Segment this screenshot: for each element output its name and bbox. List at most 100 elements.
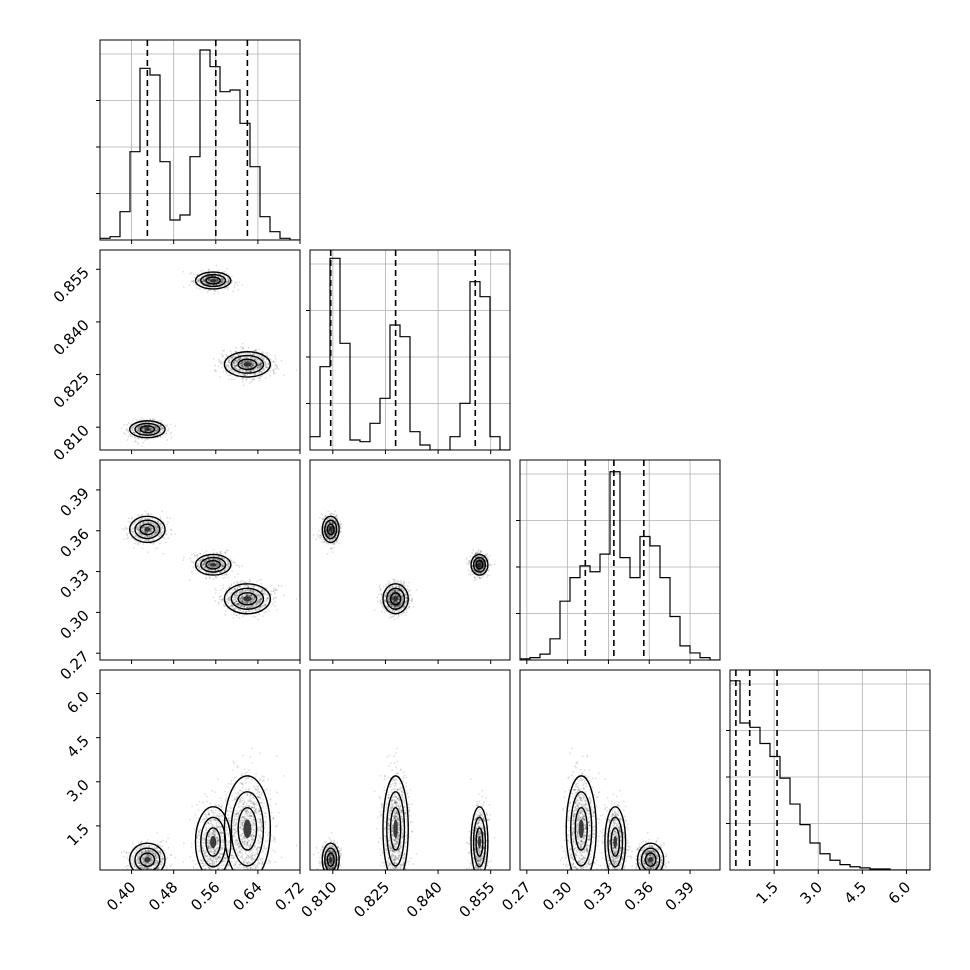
sample-point <box>228 359 231 362</box>
sample-point <box>225 574 228 576</box>
sample-point <box>207 572 210 574</box>
sample-point <box>205 577 208 580</box>
sample-point <box>201 564 204 567</box>
sample-point <box>213 569 216 572</box>
sample-point <box>157 428 160 431</box>
sample-point <box>208 568 211 571</box>
sample-point <box>123 538 125 541</box>
sample-point <box>219 273 222 276</box>
tick-label-y: 0.30 <box>56 606 92 642</box>
sample-point <box>138 531 141 534</box>
sample-point <box>130 529 133 531</box>
sample-point <box>210 566 213 569</box>
sample-point <box>206 275 209 278</box>
sample-point <box>202 563 205 565</box>
sample-point <box>147 426 149 429</box>
sample-point <box>161 525 164 527</box>
sample-point <box>167 521 170 523</box>
sample-point <box>241 365 244 368</box>
sample-point <box>257 368 259 371</box>
sample-point <box>142 441 145 444</box>
contour-level <box>200 273 227 288</box>
sample-point <box>157 428 160 431</box>
sample-point <box>266 366 269 369</box>
sample-point <box>229 369 232 372</box>
sample-point <box>232 361 235 364</box>
sample-point <box>134 535 136 538</box>
sample-point <box>243 373 246 376</box>
sample-point <box>159 436 162 438</box>
sample-point <box>241 565 244 568</box>
sample-point <box>236 602 239 605</box>
sample-point <box>130 516 133 519</box>
sample-point <box>209 289 211 292</box>
sample-point <box>217 601 220 604</box>
sample-point <box>137 524 140 527</box>
sample-point <box>154 429 157 432</box>
sample-point <box>208 563 210 566</box>
sample-point <box>240 364 243 367</box>
sample-point <box>221 565 224 567</box>
sample-point <box>134 424 136 427</box>
sample-point <box>194 273 197 276</box>
sample-point <box>225 282 228 285</box>
sample-point <box>199 559 201 562</box>
sample-point <box>131 429 134 431</box>
tick-label-y: 0.840 <box>50 316 93 359</box>
sample-point <box>241 363 244 366</box>
sample-point <box>145 531 148 534</box>
sample-point <box>219 360 222 363</box>
tick-label-y: 0.27 <box>56 647 92 683</box>
sample-point <box>160 431 162 434</box>
sample-point <box>241 589 244 592</box>
sample-point <box>145 438 148 441</box>
sample-point <box>213 292 215 295</box>
sample-point <box>156 427 159 430</box>
sample-point <box>150 528 153 531</box>
sample-point <box>160 424 163 427</box>
sample-point <box>218 282 221 285</box>
sample-point <box>220 279 223 282</box>
sample-point <box>232 598 234 601</box>
sample-point <box>128 517 130 519</box>
sample-point <box>258 366 261 369</box>
sample-point <box>150 526 152 528</box>
sample-point <box>139 532 141 535</box>
sample-point <box>151 521 154 524</box>
sample-point <box>170 529 173 531</box>
sample-point <box>232 616 235 619</box>
sample-point <box>234 366 237 369</box>
sample-point <box>267 598 270 600</box>
scatter-points <box>120 510 298 621</box>
sample-point <box>235 361 238 364</box>
sample-point <box>126 439 129 441</box>
sample-point <box>226 594 229 597</box>
sample-point <box>218 359 221 362</box>
sample-point <box>241 589 243 592</box>
sample-point <box>268 609 270 612</box>
sample-point <box>331 539 334 542</box>
sample-point <box>159 522 162 525</box>
sample-point <box>165 529 168 532</box>
sample-point <box>131 428 134 431</box>
sample-point <box>242 352 245 355</box>
sample-point <box>218 602 220 605</box>
sample-point <box>201 269 204 272</box>
sample-point <box>232 612 235 615</box>
sample-point <box>212 578 215 581</box>
sample-point <box>137 528 140 531</box>
sample-point <box>257 354 260 356</box>
sample-point <box>150 535 153 538</box>
sample-point <box>145 525 148 528</box>
sample-point <box>126 423 128 426</box>
sample-point <box>260 365 263 367</box>
sample-point <box>235 564 238 567</box>
sample-point <box>145 521 148 524</box>
sample-point <box>229 593 232 596</box>
sample-point <box>274 605 276 607</box>
sample-point <box>238 368 241 371</box>
sample-point <box>150 513 153 515</box>
sample-point <box>147 531 149 534</box>
sample-point <box>221 282 223 284</box>
sample-point <box>213 281 216 284</box>
